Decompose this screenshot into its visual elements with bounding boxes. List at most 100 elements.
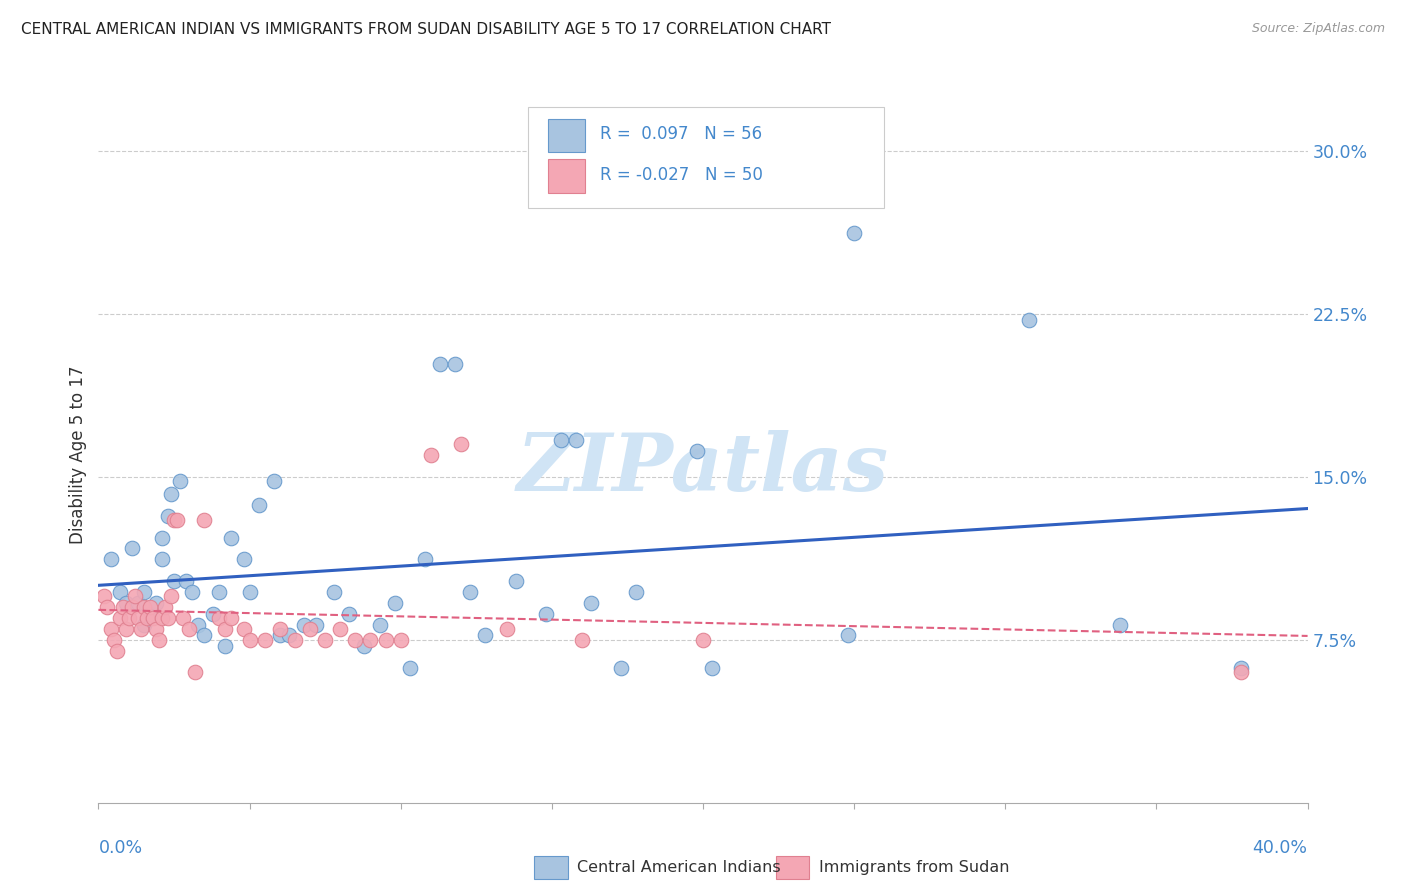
Point [686, 443, 709, 458]
Point [139, 607, 162, 621]
Point [420, 448, 443, 462]
Point [1230, 665, 1253, 680]
Point [184, 665, 207, 680]
Point [118, 611, 141, 625]
Point [444, 357, 467, 371]
Point [100, 552, 122, 566]
Point [550, 433, 572, 447]
Point [145, 622, 167, 636]
Point [163, 574, 186, 588]
Point [277, 628, 299, 642]
Point [129, 622, 152, 636]
Point [292, 617, 315, 632]
Point [398, 661, 420, 675]
Point [323, 585, 346, 599]
Point [692, 632, 714, 647]
Point [837, 628, 859, 642]
Point [127, 611, 149, 625]
Point [105, 643, 128, 657]
Point [626, 585, 648, 599]
Point [160, 589, 183, 603]
Point [610, 661, 633, 675]
Point [344, 632, 367, 647]
Bar [548, 159, 585, 193]
Point [253, 632, 276, 647]
Point [579, 596, 602, 610]
Point [150, 611, 173, 625]
Bar [548, 119, 585, 153]
Point [187, 617, 209, 632]
Point [202, 607, 225, 621]
Point [135, 611, 157, 625]
Point [299, 622, 322, 636]
Text: CENTRAL AMERICAN INDIAN VS IMMIGRANTS FROM SUDAN DISABILITY AGE 5 TO 17 CORRELAT: CENTRAL AMERICAN INDIAN VS IMMIGRANTS FR… [21, 22, 831, 37]
Text: R = -0.027   N = 50: R = -0.027 N = 50 [600, 166, 763, 184]
Point [127, 596, 149, 610]
Point [429, 357, 451, 371]
Point [239, 585, 262, 599]
Point [1018, 313, 1040, 327]
Point [139, 600, 162, 615]
Text: Central American Indians: Central American Indians [578, 860, 780, 875]
Point [565, 433, 588, 447]
Point [114, 622, 136, 636]
Point [844, 226, 866, 240]
Point [172, 611, 194, 625]
Point [269, 622, 291, 636]
Point [108, 585, 131, 599]
Point [169, 474, 191, 488]
Point [458, 585, 481, 599]
Point [163, 513, 186, 527]
Point [329, 622, 352, 636]
Point [337, 607, 360, 621]
Point [166, 513, 188, 527]
Point [247, 498, 270, 512]
Point [208, 585, 231, 599]
Point [121, 600, 143, 615]
Bar [534, 856, 568, 880]
Point [100, 622, 122, 636]
Point [181, 585, 204, 599]
Point [384, 596, 406, 610]
Point [353, 639, 375, 653]
Point [239, 632, 262, 647]
Point [389, 632, 412, 647]
Point [368, 617, 391, 632]
Point [156, 508, 179, 523]
Point [232, 552, 254, 566]
Point [179, 622, 201, 636]
Point [221, 531, 243, 545]
Text: 0.0%: 0.0% [98, 839, 142, 857]
Point [96, 600, 118, 615]
Point [1230, 661, 1253, 675]
Point [132, 600, 155, 615]
Point [93, 589, 115, 603]
Point [360, 632, 382, 647]
Point [108, 611, 131, 625]
Point [700, 661, 723, 675]
Point [474, 628, 496, 642]
Point [193, 513, 215, 527]
Point [534, 607, 557, 621]
Point [132, 617, 155, 632]
Text: Immigrants from Sudan: Immigrants from Sudan [820, 860, 1010, 875]
Point [221, 611, 243, 625]
Text: R =  0.097   N = 56: R = 0.097 N = 56 [600, 125, 762, 144]
Point [413, 552, 436, 566]
Point [214, 639, 236, 653]
Point [156, 611, 179, 625]
Point [505, 574, 527, 588]
Point [153, 600, 176, 615]
Point [1109, 617, 1132, 632]
Point [269, 628, 291, 642]
Point [232, 622, 254, 636]
Point [284, 632, 307, 647]
Point [142, 611, 165, 625]
Point [214, 622, 236, 636]
Point [174, 574, 197, 588]
Point [132, 585, 155, 599]
Point [495, 622, 517, 636]
Point [208, 611, 231, 625]
Text: Source: ZipAtlas.com: Source: ZipAtlas.com [1251, 22, 1385, 36]
Y-axis label: Disability Age 5 to 17: Disability Age 5 to 17 [69, 366, 87, 544]
